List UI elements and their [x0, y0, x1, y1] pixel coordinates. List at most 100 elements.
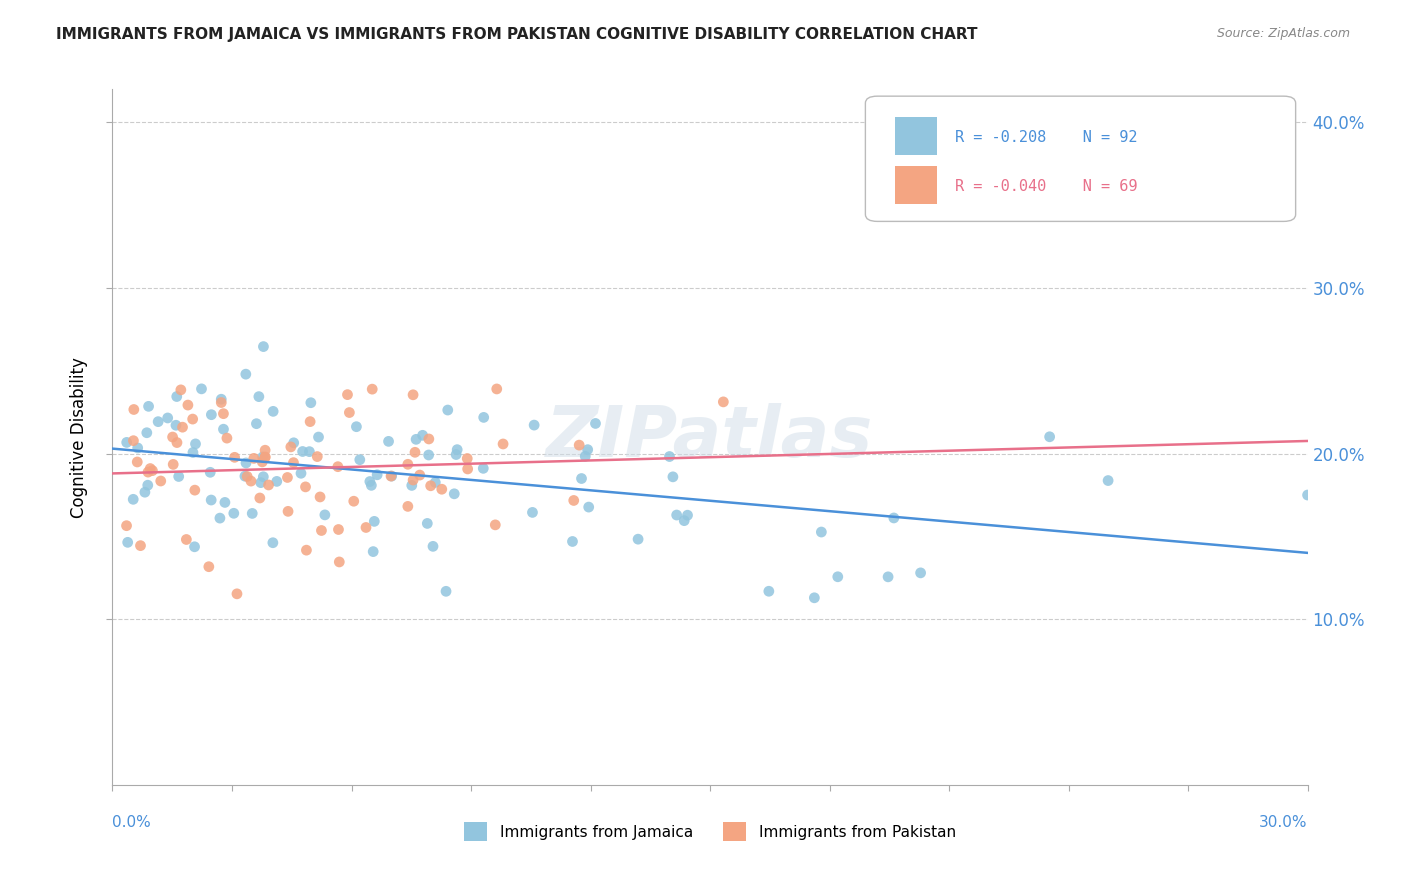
Point	[359, 475, 381, 489]
Point	[257, 478, 280, 492]
Point	[308, 430, 330, 444]
Point	[401, 478, 423, 492]
Point	[472, 461, 495, 475]
Point	[181, 445, 204, 459]
Point	[266, 475, 288, 489]
Point	[254, 450, 277, 464]
Point	[299, 395, 322, 409]
Point	[307, 450, 329, 464]
Point	[443, 487, 465, 501]
Point	[568, 438, 591, 452]
Point	[115, 435, 138, 450]
Point	[276, 470, 298, 484]
Point	[360, 478, 382, 492]
Point	[457, 462, 479, 476]
Legend: Immigrants from Jamaica, Immigrants from Pakistan: Immigrants from Jamaica, Immigrants from…	[458, 816, 962, 847]
Point	[277, 504, 299, 518]
Point	[283, 435, 305, 450]
Point	[380, 469, 402, 483]
Point	[183, 540, 205, 554]
Point	[328, 555, 350, 569]
Point	[416, 516, 439, 531]
Point	[561, 534, 583, 549]
Point	[165, 418, 187, 433]
Point	[236, 469, 259, 483]
Point	[122, 402, 145, 417]
Point	[436, 403, 458, 417]
Point	[419, 479, 441, 493]
Point	[167, 469, 190, 483]
Point	[129, 539, 152, 553]
Point	[576, 442, 599, 457]
Point	[883, 511, 905, 525]
Point	[574, 450, 596, 464]
Point	[170, 383, 193, 397]
Point	[405, 433, 427, 447]
Point	[484, 517, 506, 532]
Text: IMMIGRANTS FROM JAMAICA VS IMMIGRANTS FROM PAKISTAN COGNITIVE DISABILITY CORRELA: IMMIGRANTS FROM JAMAICA VS IMMIGRANTS FR…	[56, 27, 977, 42]
Point	[117, 535, 139, 549]
Point	[326, 459, 349, 474]
Point	[314, 508, 336, 522]
Point	[243, 451, 266, 466]
Point	[240, 507, 263, 521]
FancyBboxPatch shape	[866, 96, 1296, 221]
Point	[198, 559, 221, 574]
Point	[422, 540, 444, 554]
Point	[361, 544, 384, 558]
Point	[149, 474, 172, 488]
Point	[166, 435, 188, 450]
Point	[349, 452, 371, 467]
Point	[363, 515, 385, 529]
Point	[627, 532, 650, 546]
Point	[166, 390, 188, 404]
Point	[295, 543, 318, 558]
Point	[472, 410, 495, 425]
Point	[235, 456, 257, 470]
Point	[658, 450, 681, 464]
Point	[235, 367, 257, 381]
Point	[291, 444, 314, 458]
Point	[262, 535, 284, 549]
Point	[446, 442, 468, 457]
Point	[240, 474, 263, 488]
Point	[803, 591, 825, 605]
Point	[402, 388, 425, 402]
Point	[571, 471, 593, 485]
Point	[309, 490, 332, 504]
Point	[200, 465, 222, 479]
Text: ZIPatlas: ZIPatlas	[547, 402, 873, 472]
Point	[162, 430, 184, 444]
Point	[252, 450, 274, 464]
Point	[662, 470, 685, 484]
Point	[381, 469, 404, 483]
Point	[758, 584, 780, 599]
Point	[247, 390, 270, 404]
Point	[409, 468, 432, 483]
Point	[252, 455, 274, 469]
Text: R = -0.040    N = 69: R = -0.040 N = 69	[955, 179, 1137, 194]
Point	[156, 411, 179, 425]
Y-axis label: Cognitive Disability: Cognitive Disability	[70, 357, 89, 517]
Point	[877, 570, 900, 584]
Point	[226, 587, 249, 601]
Point	[184, 483, 207, 497]
Point	[138, 400, 160, 414]
Point	[122, 434, 145, 448]
Point	[212, 407, 235, 421]
Point	[1296, 488, 1319, 502]
Point	[328, 523, 350, 537]
Point	[485, 382, 508, 396]
Point	[673, 514, 696, 528]
Point	[290, 467, 312, 481]
Point	[115, 518, 138, 533]
Point	[222, 506, 245, 520]
Point	[298, 444, 321, 458]
Point	[208, 511, 231, 525]
Point	[1039, 430, 1062, 444]
Point	[311, 524, 333, 538]
Point	[366, 467, 388, 482]
Text: 0.0%: 0.0%	[112, 814, 152, 830]
Point	[434, 584, 457, 599]
Point	[224, 450, 246, 465]
